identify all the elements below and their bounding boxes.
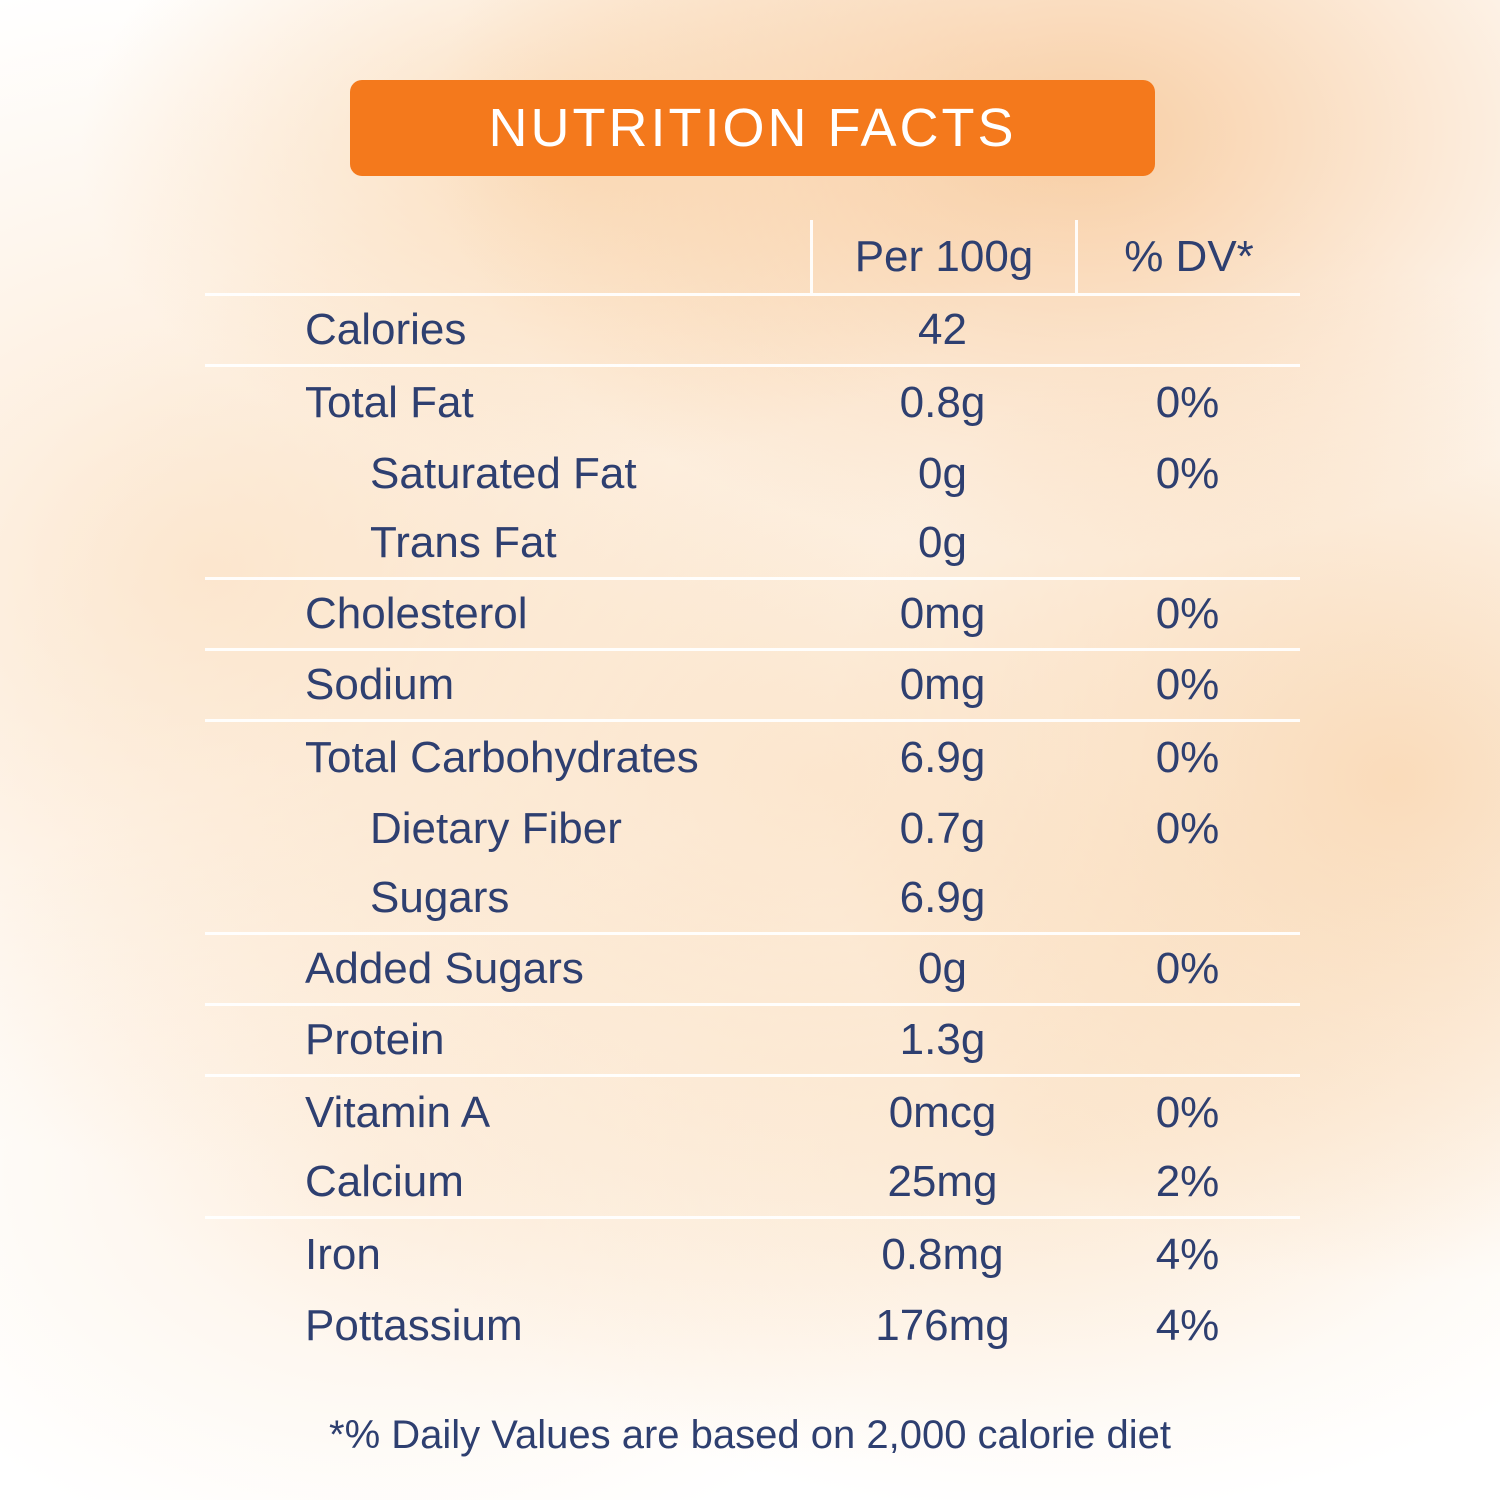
nutrient-label: Calcium — [305, 1157, 464, 1206]
table-row: Pottassium 176mg 4% — [205, 1290, 1300, 1361]
nutrient-value: 0.8g — [899, 377, 986, 427]
table-row: Dietary Fiber 0.7g 0% — [205, 793, 1300, 864]
table-header-row: Per 100g % DV* — [205, 220, 1300, 296]
nutrient-value: 0mcg — [888, 1087, 997, 1137]
page-title: NUTRITION FACTS — [488, 98, 1017, 158]
table-row: Sodium 0mg 0% — [205, 651, 1300, 722]
nutrient-dv: 0% — [1155, 589, 1220, 638]
table-row: Protein 1.3g — [205, 1006, 1300, 1077]
nutrient-dv: 4% — [1155, 1300, 1220, 1350]
nutrient-dv: 0% — [1155, 448, 1220, 498]
nutrient-label: Saturated Fat — [370, 448, 637, 498]
nutrient-value: 0g — [918, 944, 967, 993]
nutrient-dv: 4% — [1155, 1229, 1220, 1279]
nutrient-value: 176mg — [875, 1300, 1010, 1350]
nutrient-value: 0mg — [899, 589, 986, 638]
nutrient-label: Iron — [305, 1229, 381, 1279]
table-body: Calories 42 Total Fat 0.8g 0% Saturated … — [205, 296, 1300, 1361]
nutrient-value: 0mg — [899, 660, 986, 709]
nutrient-dv: 0% — [1155, 660, 1220, 709]
nutrient-dv: 2% — [1155, 1157, 1220, 1206]
table-row: Cholesterol 0mg 0% — [205, 580, 1300, 651]
table-row: Vitamin A 0mcg 0% — [205, 1077, 1300, 1148]
table-row: Total Fat 0.8g 0% — [205, 367, 1300, 438]
table-row: Trans Fat 0g — [205, 509, 1300, 580]
table-row: Calcium 25mg 2% — [205, 1148, 1300, 1219]
nutrient-value: 0.8mg — [881, 1229, 1004, 1279]
title-banner: NUTRITION FACTS — [350, 80, 1155, 176]
nutrient-label: Sugars — [370, 873, 510, 922]
table-row: Saturated Fat 0g 0% — [205, 438, 1300, 509]
nutrient-label: Total Carbohydrates — [305, 732, 699, 782]
nutrient-label: Sodium — [305, 660, 455, 709]
table-row: Sugars 6.9g — [205, 864, 1300, 935]
nutrient-dv: 0% — [1155, 944, 1220, 993]
nutrient-label: Protein — [305, 1015, 445, 1064]
table-row: Calories 42 — [205, 296, 1300, 367]
nutrient-label: Trans Fat — [370, 518, 557, 567]
column-header-per-100g: Per 100g — [810, 220, 1075, 293]
nutrient-value: 42 — [918, 305, 967, 354]
footnote: *% Daily Values are based on 2,000 calor… — [329, 1413, 1171, 1457]
nutrient-value: 0g — [918, 518, 967, 567]
nutrient-dv: 0% — [1155, 803, 1220, 853]
nutrient-label: Added Sugars — [305, 944, 584, 993]
nutrient-label: Calories — [305, 305, 467, 354]
table-row: Added Sugars 0g 0% — [205, 935, 1300, 1006]
nutrient-value: 1.3g — [899, 1015, 986, 1064]
nutrient-dv: 0% — [1155, 732, 1220, 782]
nutrient-value: 25mg — [887, 1157, 998, 1206]
nutrient-value: 0.7g — [899, 803, 986, 853]
nutrient-value: 0g — [918, 448, 967, 498]
nutrient-label: Total Fat — [305, 377, 474, 427]
nutrient-dv: 0% — [1155, 377, 1220, 427]
table-row: Iron 0.8mg 4% — [205, 1219, 1300, 1290]
nutrient-label: Vitamin A — [305, 1087, 491, 1137]
nutrient-value: 6.9g — [899, 732, 986, 782]
nutrient-label: Pottassium — [305, 1300, 523, 1350]
column-header-dv: % DV* — [1075, 220, 1300, 293]
nutrient-value: 6.9g — [899, 873, 986, 922]
table-row: Total Carbohydrates 6.9g 0% — [205, 722, 1300, 793]
nutrient-label: Dietary Fiber — [370, 803, 622, 853]
nutrition-table: Per 100g % DV* Calories 42 Total Fat 0.8… — [205, 220, 1300, 1361]
nutrient-dv: 0% — [1155, 1087, 1220, 1137]
nutrient-label: Cholesterol — [305, 589, 528, 638]
